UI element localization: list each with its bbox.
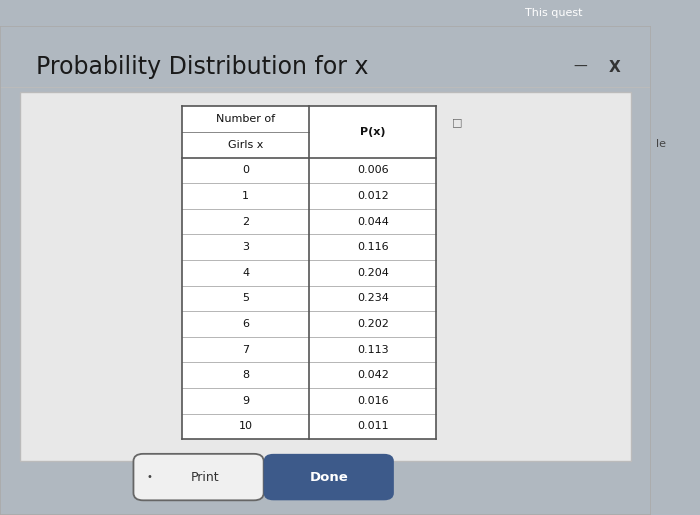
Text: Girls x: Girls x (228, 140, 263, 150)
Text: 0.116: 0.116 (357, 242, 388, 252)
Text: 0.042: 0.042 (357, 370, 388, 380)
Text: 0.016: 0.016 (357, 396, 388, 406)
Text: 0.044: 0.044 (357, 217, 388, 227)
Text: 0.204: 0.204 (357, 268, 388, 278)
Text: 2: 2 (242, 217, 249, 227)
Text: 8: 8 (242, 370, 249, 380)
Text: Print: Print (191, 471, 219, 484)
Text: □: □ (452, 117, 463, 127)
Text: 5: 5 (242, 294, 249, 303)
Text: 7: 7 (242, 345, 249, 355)
Text: 0.234: 0.234 (357, 294, 388, 303)
Text: 0: 0 (242, 165, 249, 176)
Bar (20, 92, 631, 461)
Text: 3: 3 (242, 242, 249, 252)
Text: 1: 1 (242, 191, 249, 201)
Text: —: — (573, 60, 587, 74)
Text: 0.202: 0.202 (357, 319, 388, 329)
Text: P(x): P(x) (360, 127, 386, 137)
Text: Probability Distribution for x: Probability Distribution for x (36, 55, 368, 79)
Text: X: X (609, 60, 620, 75)
FancyBboxPatch shape (264, 454, 394, 501)
Text: 0.113: 0.113 (357, 345, 388, 355)
Text: 9: 9 (242, 396, 249, 406)
Text: 0.011: 0.011 (357, 421, 388, 432)
Text: 4: 4 (242, 268, 249, 278)
FancyBboxPatch shape (134, 454, 264, 501)
Text: 10: 10 (239, 421, 253, 432)
Text: •: • (146, 472, 153, 482)
Text: This quest: This quest (525, 8, 582, 18)
Text: Done: Done (309, 471, 348, 484)
Text: Number of: Number of (216, 114, 275, 124)
Bar (182, 107, 436, 439)
Text: 6: 6 (242, 319, 249, 329)
Text: 0.006: 0.006 (357, 165, 388, 176)
Text: 0.012: 0.012 (357, 191, 388, 201)
Text: le: le (656, 139, 666, 149)
